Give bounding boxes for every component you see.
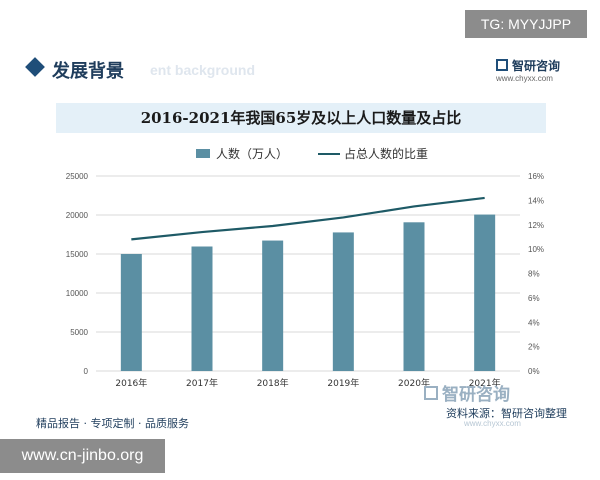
y-left-tick-label: 15000 [66, 250, 89, 259]
y-left-tick-label: 0 [84, 367, 89, 376]
section-subtitle-en: ent background [150, 62, 256, 78]
bar [120, 253, 142, 371]
brand-name: 智研咨询 [512, 59, 561, 73]
bar [403, 222, 425, 371]
brand-logo-icon [496, 59, 508, 71]
x-tick-label: 2021年 [469, 377, 501, 389]
y-right-tick-label: 14% [528, 196, 544, 205]
y-right-tick-label: 10% [528, 245, 544, 254]
x-tick-label: 2016年 [115, 377, 147, 389]
legend-bar-swatch [196, 149, 210, 158]
watermark-tg-label: TG: MYYJJPP [465, 10, 587, 38]
brand-block: 智研咨询 www.chyxx.com [496, 58, 576, 88]
x-tick-label: 2018年 [257, 377, 289, 389]
y-left-tick-label: 25000 [66, 172, 89, 181]
x-tick-label: 2019年 [327, 377, 359, 389]
legend-label-line: 占总人数的比重 [344, 147, 429, 161]
y-right-tick-label: 8% [528, 270, 540, 279]
y-left-tick-label: 10000 [66, 289, 89, 298]
watermark-site-label: www.cn-jinbo.org [0, 439, 165, 473]
source-brand: 智研咨询 [442, 385, 510, 405]
y-left-tick-label: 5000 [70, 328, 88, 337]
bar [332, 232, 354, 371]
ratio-line [131, 196, 485, 241]
footer-source: 资料来源：智研咨询整理 [446, 407, 567, 420]
chart-title: 2016-2021年我国65岁及以上人口数量及占比 [56, 103, 546, 133]
brand-url: www.chyxx.com [496, 74, 553, 83]
y-right-tick-label: 12% [528, 221, 544, 230]
x-tick-label: 2020年 [398, 377, 430, 389]
bar [262, 240, 284, 371]
y-right-tick-label: 4% [528, 318, 540, 327]
y-right-tick-label: 0% [528, 367, 540, 376]
section-title: 发展背景 [52, 61, 124, 82]
footer-url: www.chyxx.com [464, 419, 521, 428]
legend-line-swatch [318, 153, 340, 155]
legend-label-bar: 人数（万人） [216, 147, 289, 161]
source-logo-icon [424, 386, 438, 400]
y-right-tick-label: 2% [528, 343, 540, 352]
footer-tagline: 精品报告 · 专项定制 · 品质服务 [36, 417, 189, 430]
y-right-tick-label: 6% [528, 294, 540, 303]
bar [191, 246, 213, 371]
y-left-tick-label: 20000 [66, 211, 89, 220]
x-tick-label: 2017年 [186, 377, 218, 389]
y-right-tick-label: 16% [528, 172, 544, 181]
bar [474, 214, 496, 371]
